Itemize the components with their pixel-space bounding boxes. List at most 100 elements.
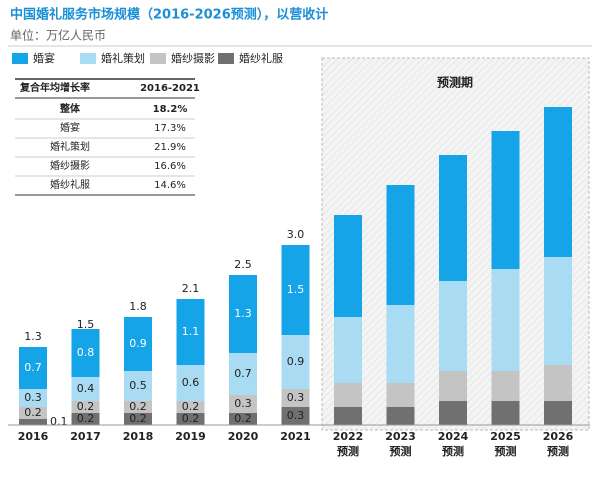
- x-tick-label: 2017: [70, 430, 101, 443]
- table-cell: 17.3%: [154, 123, 186, 134]
- total-label: 2.5: [234, 258, 252, 271]
- x-tick-label: 2022: [333, 430, 364, 443]
- chart-title: 中国婚礼服务市场规模（2016-2026预测），以营收计: [10, 7, 328, 23]
- value-label: 0.4: [77, 382, 95, 395]
- bar-segment: [544, 257, 572, 365]
- bar-segment: [491, 401, 520, 425]
- table-cell: 婚礼策划: [50, 140, 90, 153]
- x-tick-note: 预测: [337, 444, 359, 458]
- bar-segment: [544, 401, 572, 425]
- bar-segment: [124, 371, 152, 401]
- x-tick-label: 2024: [438, 430, 469, 443]
- x-tick-label: 2021: [280, 430, 311, 443]
- legend-label: 婚纱礼服: [239, 51, 283, 65]
- value-label: 0.5: [129, 379, 147, 392]
- value-label: 0.2: [77, 412, 95, 425]
- bar-segment: [71, 377, 100, 401]
- bar-segment: [229, 353, 257, 395]
- value-label: 0.8: [77, 346, 95, 359]
- table-cell: 21.9%: [154, 142, 186, 153]
- bar-segment: [71, 329, 100, 377]
- table-cell: 16.6%: [154, 161, 186, 172]
- table-header: 复合年均增长率: [19, 81, 90, 94]
- x-tick-note: 预测: [390, 444, 412, 458]
- value-label: 0.7: [24, 361, 42, 374]
- table-cell: 整体: [59, 102, 81, 115]
- value-label: 0.2: [182, 412, 200, 425]
- bar-segment: [281, 245, 310, 335]
- value-label: 0.2: [234, 412, 252, 425]
- value-label: 0.1: [50, 415, 68, 428]
- chart-subtitle: 单位：万亿人民币: [10, 28, 106, 43]
- value-label: 1.3: [234, 307, 252, 320]
- value-label: 0.2: [182, 400, 200, 413]
- bar-segment: [439, 155, 467, 281]
- bar-segment: [281, 335, 310, 389]
- bar-segment: [386, 383, 415, 407]
- forecast-label: 预测期: [437, 75, 473, 90]
- value-label: 1.1: [182, 325, 200, 338]
- total-label: 1.8: [129, 300, 147, 313]
- x-tick-label: 2020: [228, 430, 259, 443]
- table-cell: 18.2%: [153, 104, 188, 115]
- legend-label: 婚宴: [33, 51, 55, 65]
- value-label: 0.3: [287, 409, 305, 422]
- bar-segment: [229, 413, 257, 425]
- bar-segment: [439, 281, 467, 371]
- value-label: 0.6: [182, 376, 200, 389]
- value-label: 0.3: [287, 391, 305, 404]
- bar-segment: [386, 305, 415, 383]
- x-tick-note: 预测: [495, 444, 517, 458]
- bar-segment: [19, 347, 47, 389]
- bar-segment: [19, 419, 47, 425]
- x-tick-label: 2016: [18, 430, 49, 443]
- total-label: 2.1: [182, 282, 200, 295]
- x-tick-label: 2026: [543, 430, 574, 443]
- x-tick-label: 2025: [490, 430, 521, 443]
- bar-segment: [124, 413, 152, 425]
- table-cell: 婚宴: [60, 121, 80, 134]
- value-label: 0.9: [129, 337, 147, 350]
- legend-swatch: [80, 53, 96, 64]
- legend-swatch: [218, 53, 234, 64]
- x-tick-note: 预测: [442, 444, 464, 458]
- value-label: 0.9: [287, 355, 305, 368]
- value-label: 0.2: [129, 412, 147, 425]
- bar-segment: [176, 299, 205, 365]
- x-tick-note: 预测: [547, 444, 569, 458]
- bar-segment: [491, 131, 520, 269]
- bar-segment: [124, 317, 152, 371]
- legend-label: 婚纱摄影: [171, 51, 215, 65]
- table-cell: 婚纱摄影: [50, 159, 90, 172]
- total-label: 1.3: [24, 330, 42, 343]
- bar-segment: [71, 401, 100, 413]
- total-label: 3.0: [287, 228, 305, 241]
- bar-segment: [176, 413, 205, 425]
- bar-segment: [334, 383, 362, 407]
- value-label: 0.7: [234, 367, 252, 380]
- x-tick-label: 2023: [385, 430, 416, 443]
- bar-segment: [439, 401, 467, 425]
- value-label: 0.2: [129, 400, 147, 413]
- value-label: 0.2: [77, 400, 95, 413]
- bar-segment: [281, 407, 310, 425]
- legend-swatch: [12, 53, 28, 64]
- bar-segment: [176, 401, 205, 413]
- x-tick-label: 2019: [175, 430, 206, 443]
- bar-segment: [334, 407, 362, 425]
- x-tick-label: 2018: [123, 430, 154, 443]
- bar-segment: [386, 185, 415, 305]
- bar-segment: [19, 407, 47, 419]
- value-label: 0.2: [24, 406, 42, 419]
- bar-segment: [439, 371, 467, 401]
- bar-segment: [491, 269, 520, 371]
- bar-segment: [124, 401, 152, 413]
- legend-swatch: [150, 53, 166, 64]
- bar-segment: [386, 407, 415, 425]
- value-label: 0.3: [24, 391, 42, 404]
- bar-segment: [281, 389, 310, 407]
- bar-segment: [334, 317, 362, 383]
- bar-segment: [176, 365, 205, 401]
- table-cell: 14.6%: [154, 180, 186, 191]
